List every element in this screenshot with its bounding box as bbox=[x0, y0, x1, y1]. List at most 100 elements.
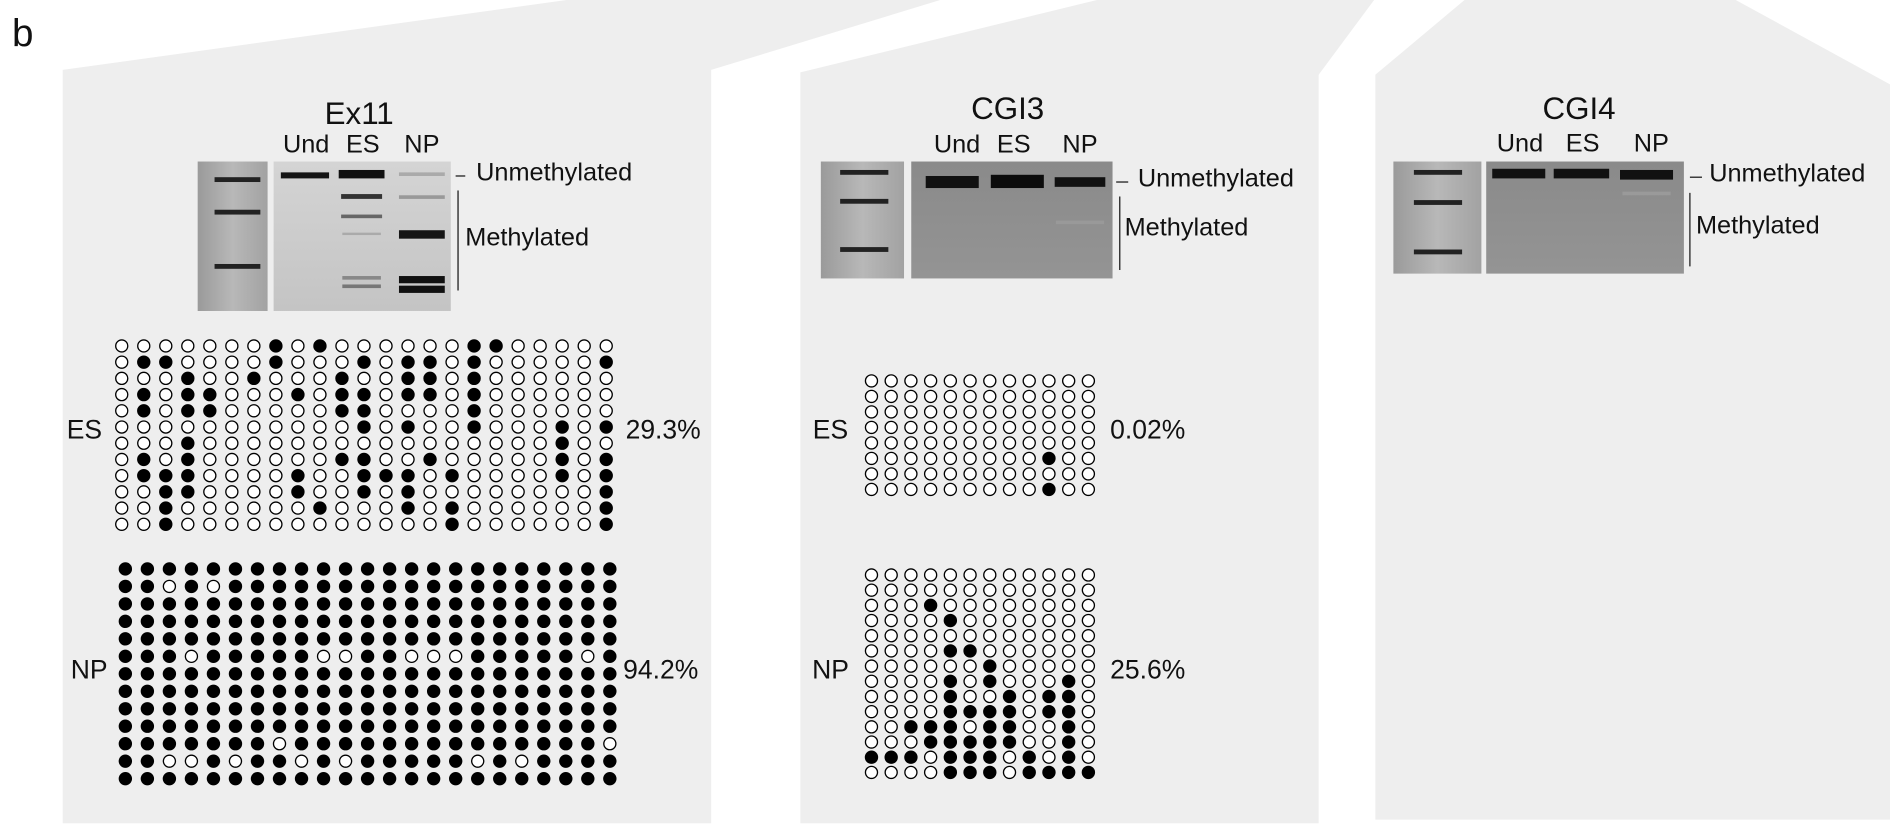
cpg-dot bbox=[404, 719, 419, 733]
methylation-percent: 29.3% bbox=[626, 415, 701, 445]
cpg-dot bbox=[1042, 704, 1056, 719]
cpg-dot bbox=[250, 771, 265, 786]
cpg-dot bbox=[338, 719, 353, 733]
cpg-dot bbox=[247, 339, 261, 353]
cpg-dot bbox=[313, 420, 327, 434]
cpg-dot bbox=[515, 614, 529, 629]
cpg-dot bbox=[983, 568, 997, 582]
cpg-dot bbox=[184, 614, 199, 629]
cpg-dot bbox=[379, 387, 393, 402]
cpg-dot bbox=[1022, 704, 1036, 719]
cpg-dot bbox=[555, 517, 569, 531]
cpg-dot bbox=[603, 737, 617, 751]
cpg-dot bbox=[294, 579, 309, 594]
cpg-dot bbox=[140, 702, 155, 716]
cpg-dot bbox=[360, 579, 375, 594]
cpg-dot bbox=[884, 674, 898, 688]
cpg-dot bbox=[382, 771, 397, 786]
cpg-dot bbox=[493, 754, 507, 768]
cpg-dot bbox=[1002, 405, 1017, 419]
cpg-dot bbox=[555, 387, 569, 402]
cpg-dot bbox=[489, 355, 503, 369]
cpg-dot bbox=[963, 644, 977, 658]
cpg-dot bbox=[983, 765, 997, 780]
cpg-dot bbox=[247, 485, 261, 499]
cpg-dot bbox=[983, 659, 997, 673]
cpg-dot bbox=[489, 452, 503, 467]
cpg-dot bbox=[181, 468, 195, 483]
cpg-dot bbox=[115, 339, 129, 353]
cpg-dot bbox=[1002, 420, 1017, 435]
cpg-dot bbox=[382, 649, 397, 664]
cpg-dot bbox=[471, 737, 485, 751]
cpg-dot bbox=[1042, 629, 1056, 643]
cpg-dot bbox=[162, 754, 177, 768]
cpg-dot bbox=[294, 562, 309, 576]
cpg-dot bbox=[983, 482, 997, 497]
cpg-dot bbox=[943, 720, 958, 734]
cpg-dot bbox=[1002, 720, 1017, 734]
cpg-dot bbox=[445, 452, 459, 467]
cpg-dot bbox=[357, 387, 371, 402]
cpg-dot bbox=[115, 387, 129, 402]
cpg-dot bbox=[379, 501, 393, 515]
cpg-dot bbox=[884, 659, 898, 673]
cpg-dot bbox=[923, 420, 938, 435]
cpg-dot bbox=[559, 597, 573, 611]
panel-title: CGI3 bbox=[971, 91, 1044, 126]
cpg-dot bbox=[983, 750, 997, 764]
cpg-dot bbox=[225, 485, 239, 499]
cpg-dot bbox=[493, 737, 507, 751]
cpg-dot bbox=[1061, 467, 1076, 481]
cpg-dot bbox=[382, 702, 397, 716]
cpg-dot bbox=[137, 371, 151, 386]
cpg-dot bbox=[250, 632, 265, 646]
cpg-dot bbox=[471, 579, 485, 594]
cpg-dot bbox=[489, 371, 503, 386]
cpg-dot bbox=[1061, 704, 1076, 719]
cpg-dot bbox=[577, 355, 591, 369]
lane-label: ES bbox=[997, 131, 1031, 159]
cpg-dot bbox=[291, 436, 305, 450]
cpg-dot bbox=[423, 371, 437, 386]
cpg-dot bbox=[294, 754, 309, 768]
cpg-dot bbox=[1002, 451, 1017, 466]
cpg-dot bbox=[599, 387, 613, 402]
cpg-dot bbox=[864, 765, 879, 780]
cpg-dot bbox=[467, 501, 481, 515]
cpg-dot bbox=[1061, 405, 1076, 419]
gel bbox=[197, 161, 466, 311]
panel-letter: b bbox=[12, 12, 33, 55]
cpg-dot bbox=[423, 420, 437, 434]
cpg-dot bbox=[983, 389, 997, 404]
cpg-dot bbox=[162, 719, 177, 733]
cpg-dot bbox=[228, 597, 243, 611]
cpg-dot bbox=[884, 720, 898, 734]
cpg-dot bbox=[118, 562, 133, 576]
cpg-dot bbox=[533, 485, 547, 499]
band-label: Methylated bbox=[1696, 211, 1820, 239]
cpg-dot bbox=[228, 614, 243, 629]
cpg-dot bbox=[291, 517, 305, 531]
cpg-dot bbox=[555, 355, 569, 369]
cpg-dot bbox=[1002, 389, 1017, 404]
cpg-dot bbox=[1022, 735, 1036, 749]
cpg-dot bbox=[1061, 598, 1076, 613]
cpg-dot bbox=[203, 517, 217, 531]
cpg-dot bbox=[904, 451, 918, 466]
cpg-dot bbox=[559, 771, 573, 786]
cpg-dot bbox=[884, 598, 898, 613]
cpg-dot bbox=[1042, 467, 1056, 481]
cpg-dot bbox=[338, 562, 353, 576]
cpg-dot bbox=[923, 374, 938, 388]
cpg-dot bbox=[581, 702, 595, 716]
cpg-dot bbox=[203, 468, 217, 483]
cpg-dot bbox=[316, 649, 331, 664]
cpg-dot bbox=[537, 684, 551, 698]
cpg-dot bbox=[335, 501, 349, 515]
cpg-dot bbox=[206, 702, 221, 716]
cpg-dot bbox=[603, 562, 617, 576]
cpg-dot bbox=[335, 339, 349, 353]
cpg-dot bbox=[269, 436, 283, 450]
cpg-dot bbox=[140, 684, 155, 698]
